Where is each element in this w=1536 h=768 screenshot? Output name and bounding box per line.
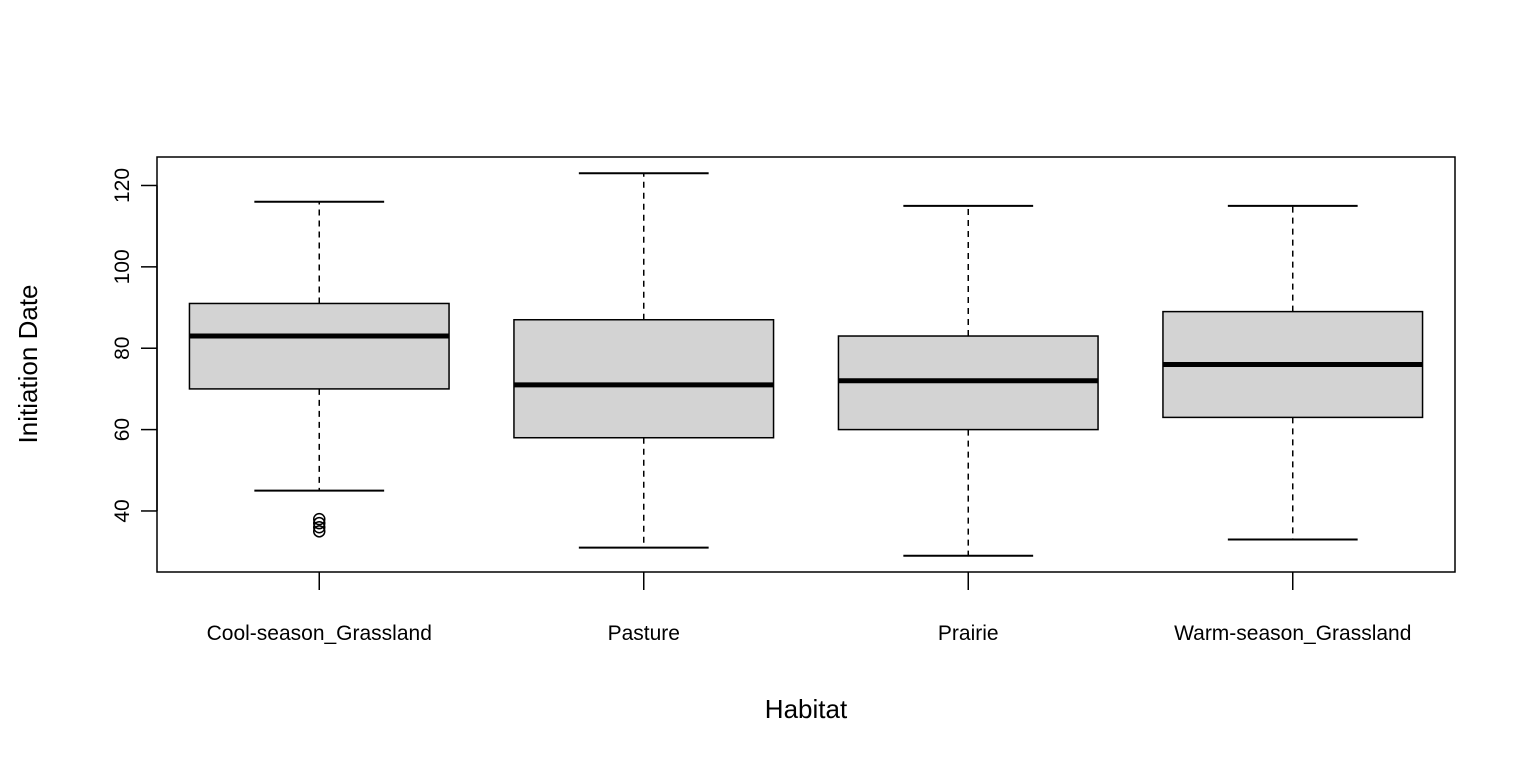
y-axis-label: Initiation Date (13, 285, 43, 444)
box-3 (837, 204, 1099, 557)
outlier-point (313, 525, 326, 538)
x-tick-label: Cool-season_Grassland (207, 622, 432, 645)
outlier-point (313, 516, 326, 530)
x-axis-label: Habitat (765, 694, 848, 724)
iqr-box (513, 318, 775, 439)
y-tick-label: 60 (111, 418, 134, 441)
x-axis: Cool-season_Grassland Pasture Prairie Warm-… (207, 572, 1411, 645)
outlier-point (313, 512, 326, 526)
boxes (188, 172, 1424, 557)
box-1 (188, 200, 450, 538)
box-4 (1162, 204, 1424, 541)
y-tick-label: 100 (111, 249, 134, 284)
y-tick-label: 120 (111, 168, 134, 203)
y-tick-label: 40 (111, 499, 134, 522)
x-tick-label: Pasture (608, 622, 680, 645)
y-tick-label: 80 (111, 337, 134, 360)
x-tick-label: Prairie (938, 622, 999, 645)
y-axis: 40 60 80 100 120 (111, 168, 158, 523)
iqr-box (188, 302, 450, 390)
x-tick-label: Warm-season_Grassland (1174, 622, 1411, 645)
outlier-point (313, 520, 326, 534)
box-2 (513, 172, 775, 549)
